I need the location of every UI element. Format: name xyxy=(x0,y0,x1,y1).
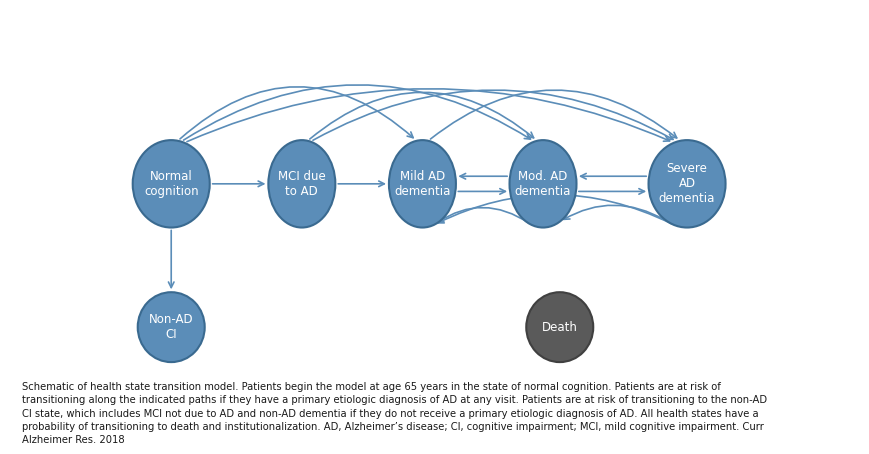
Text: Mod. AD
dementia: Mod. AD dementia xyxy=(514,170,571,198)
Ellipse shape xyxy=(388,140,455,227)
Ellipse shape xyxy=(647,140,725,227)
Text: Severe
AD
dementia: Severe AD dementia xyxy=(658,163,714,205)
Ellipse shape xyxy=(526,292,593,362)
Text: Non-AD
CI: Non-AD CI xyxy=(149,313,193,341)
Ellipse shape xyxy=(137,292,204,362)
Text: Normal
cognition: Normal cognition xyxy=(143,170,198,198)
Text: Mild AD
dementia: Mild AD dementia xyxy=(394,170,450,198)
Ellipse shape xyxy=(268,140,335,227)
Text: MCI due
to AD: MCI due to AD xyxy=(278,170,325,198)
Ellipse shape xyxy=(133,140,209,227)
Ellipse shape xyxy=(509,140,576,227)
Text: Death: Death xyxy=(541,321,577,334)
Text: Schematic of health state transition model. Patients begin the model at age 65 y: Schematic of health state transition mod… xyxy=(22,382,766,445)
